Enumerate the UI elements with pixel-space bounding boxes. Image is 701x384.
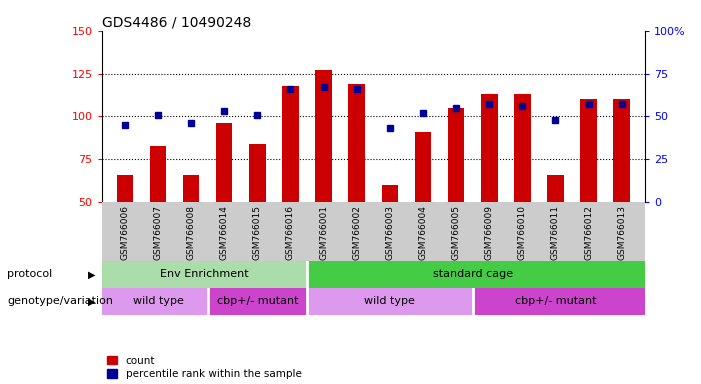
Text: GSM766008: GSM766008 xyxy=(186,205,196,260)
Text: GSM766013: GSM766013 xyxy=(618,205,626,260)
Bar xyxy=(216,123,233,202)
Text: GSM766010: GSM766010 xyxy=(518,205,527,260)
Text: Env Enrichment: Env Enrichment xyxy=(160,270,249,280)
Legend: count, percentile rank within the sample: count, percentile rank within the sample xyxy=(107,356,301,379)
Text: GSM766006: GSM766006 xyxy=(121,205,129,260)
Bar xyxy=(116,175,133,202)
Bar xyxy=(613,99,630,202)
Text: protocol: protocol xyxy=(7,270,53,280)
Bar xyxy=(183,175,199,202)
Text: GSM766011: GSM766011 xyxy=(551,205,560,260)
Text: wild type: wild type xyxy=(365,296,415,306)
Bar xyxy=(207,288,307,315)
Text: GDS4486 / 10490248: GDS4486 / 10490248 xyxy=(102,16,251,30)
Bar xyxy=(315,70,332,202)
Text: GSM766014: GSM766014 xyxy=(219,205,229,260)
Text: GSM766005: GSM766005 xyxy=(451,205,461,260)
Text: cbp+/- mutant: cbp+/- mutant xyxy=(217,296,298,306)
Bar xyxy=(102,261,307,288)
Bar xyxy=(580,99,597,202)
Text: GSM766004: GSM766004 xyxy=(418,205,428,260)
Bar xyxy=(472,288,645,315)
Bar xyxy=(514,94,531,202)
Text: GSM766002: GSM766002 xyxy=(352,205,361,260)
Text: wild type: wild type xyxy=(132,296,184,306)
Bar xyxy=(307,288,472,315)
Bar xyxy=(381,185,398,202)
Text: GSM766016: GSM766016 xyxy=(286,205,295,260)
Text: standard cage: standard cage xyxy=(433,270,512,280)
Text: GSM766015: GSM766015 xyxy=(253,205,262,260)
Text: GSM766001: GSM766001 xyxy=(319,205,328,260)
Text: ▶: ▶ xyxy=(88,270,95,280)
Bar xyxy=(307,261,645,288)
Bar xyxy=(547,175,564,202)
Bar xyxy=(249,144,266,202)
Text: cbp+/- mutant: cbp+/- mutant xyxy=(515,296,597,306)
Bar xyxy=(415,132,431,202)
Text: GSM766012: GSM766012 xyxy=(584,205,593,260)
Bar xyxy=(448,108,464,202)
Bar xyxy=(102,288,207,315)
Bar xyxy=(283,86,299,202)
Bar xyxy=(348,84,365,202)
Bar xyxy=(150,146,166,202)
Text: ▶: ▶ xyxy=(88,296,95,306)
Bar xyxy=(481,94,498,202)
Text: GSM766009: GSM766009 xyxy=(484,205,494,260)
Text: genotype/variation: genotype/variation xyxy=(7,296,113,306)
Text: GSM766003: GSM766003 xyxy=(386,205,395,260)
Text: GSM766007: GSM766007 xyxy=(154,205,163,260)
